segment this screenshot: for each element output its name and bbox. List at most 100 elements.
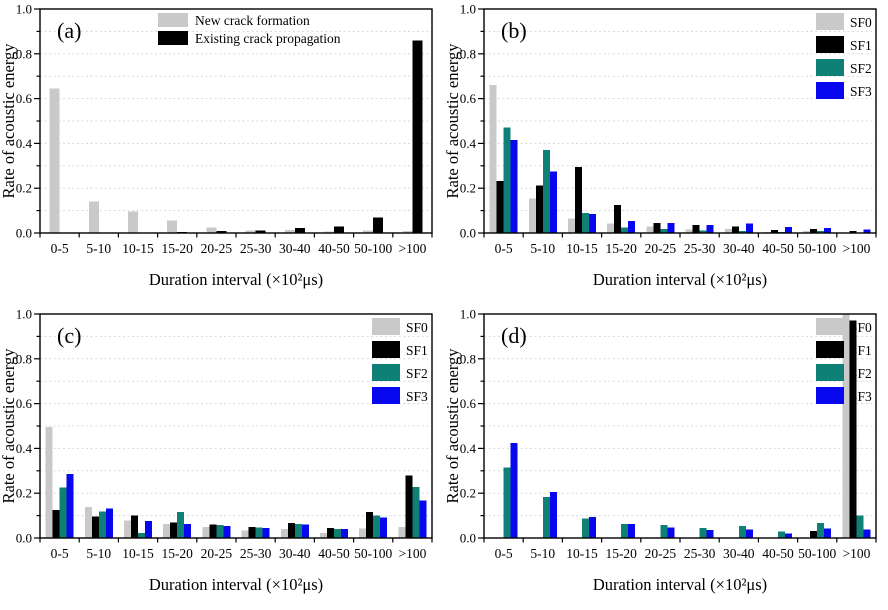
y-tick-label: 0.4	[16, 136, 33, 151]
bar-sf2	[503, 467, 511, 538]
bar-new-crack-formation	[206, 227, 217, 233]
legend-swatch-sf0	[372, 318, 400, 335]
bar-sf2	[817, 522, 825, 538]
panel-d-chart: 0.0 0.2 0.4 0.6 0.8 1.0 0-5 5-10 10-15 15-20 20-25…	[444, 307, 877, 594]
x-category-label: 5-10	[530, 546, 555, 561]
legend-label: SF0	[850, 320, 872, 335]
bar-sf2	[255, 527, 263, 538]
bar-sf3	[549, 171, 557, 233]
x-category-label: 15-20	[161, 241, 193, 256]
bar-sf2	[582, 212, 589, 233]
legend-swatch-sf1	[372, 341, 400, 358]
bar-sf3	[419, 500, 427, 538]
legend-label: SF3	[850, 389, 872, 404]
panel-b: 0.0 0.2 0.4 0.6 0.8 1.0 0-5 5-10 10-15 15-20 20-25…	[444, 0, 888, 305]
bar-sf1	[731, 226, 739, 233]
legend-swatch-new-crack-formation	[158, 13, 188, 27]
x-category-label: >100	[398, 241, 426, 256]
bar-sf0	[842, 314, 850, 538]
panel-label: (b)	[501, 18, 527, 43]
bar-sf0	[607, 223, 615, 233]
bar-sf3	[628, 523, 636, 538]
x-category-label: 30-40	[279, 546, 311, 561]
y-tick-label: 0.6	[460, 91, 477, 106]
legend-label: New crack formation	[195, 13, 310, 28]
bar-sf0	[202, 527, 210, 538]
bar-sf2	[59, 487, 67, 538]
x-category-label: 25-30	[684, 546, 716, 561]
bar-sf1	[248, 526, 256, 538]
x-axis-title: Duration interval (×10²μs)	[593, 575, 767, 594]
bar-sf3	[863, 229, 871, 233]
y-tick-label: 0.6	[16, 91, 33, 106]
legend-swatch-sf1	[816, 341, 844, 358]
bar-sf2	[334, 529, 341, 538]
bar-sf0	[489, 85, 497, 233]
bar-sf3	[785, 533, 792, 538]
legend-swatch-sf2	[816, 364, 844, 381]
bar-sf1	[405, 475, 413, 538]
y-tick-label: 1.0	[16, 2, 32, 17]
bar-sf1	[131, 515, 138, 538]
bar-sf3	[667, 222, 675, 233]
bar-existing-crack-propagation	[373, 217, 384, 233]
x-category-label: 0-5	[51, 546, 69, 561]
bar-sf0	[241, 530, 249, 538]
bar-sf2	[503, 127, 511, 233]
bar-sf2	[412, 487, 420, 538]
y-tick-label: 1.0	[460, 307, 476, 322]
bar-sf3	[667, 527, 675, 538]
x-category-label: 5-10	[86, 241, 111, 256]
bar-sf3	[863, 529, 871, 538]
bar-sf0	[84, 507, 92, 538]
x-category-label: 40-50	[762, 546, 794, 561]
panel-label: (a)	[57, 18, 81, 43]
bar-sf1	[91, 516, 99, 538]
bar-sf2	[138, 533, 145, 538]
y-tick-label: 0.4	[16, 441, 33, 456]
x-category-label: 0-5	[495, 241, 513, 256]
bar-sf3	[706, 529, 714, 538]
panel-label: (d)	[501, 323, 527, 348]
bar-sf2	[177, 512, 185, 538]
panel-b-chart: 0.0 0.2 0.4 0.6 0.8 1.0 0-5 5-10 10-15 15-20 20-25…	[444, 2, 877, 289]
bar-sf2	[582, 518, 589, 538]
y-tick-label: 0.6	[460, 396, 477, 411]
bar-existing-crack-propagation	[294, 228, 305, 233]
y-tick-label: 0.8	[460, 46, 476, 61]
panel-a-chart: 0.0 0.2 0.4 0.6 0.8 1.0 0-5 5-10 10-15 15-20 20-25…	[0, 2, 433, 289]
bar-sf2	[621, 523, 629, 538]
x-category-label: 30-40	[279, 241, 311, 256]
bar-sf2	[738, 230, 746, 233]
legend-label: SF0	[406, 320, 428, 335]
legend-swatch-existing-crack-propagation	[158, 31, 188, 45]
legend-label: SF2	[850, 366, 872, 381]
bar-sf1	[771, 230, 778, 233]
legend-swatch-sf0	[816, 318, 844, 335]
y-tick-label: 0.2	[460, 486, 476, 501]
y-tick-label: 0.4	[460, 136, 477, 151]
x-category-label: 15-20	[605, 241, 637, 256]
bar-new-crack-formation	[88, 201, 99, 233]
x-category-label: 15-20	[605, 546, 637, 561]
bar-sf2	[660, 525, 668, 538]
bar-new-crack-formation	[167, 220, 178, 233]
bar-sf1	[287, 522, 295, 538]
bar-sf0	[124, 520, 131, 538]
bar-sf1	[327, 527, 334, 538]
x-category-label: >100	[842, 546, 870, 561]
bar-existing-crack-propagation	[334, 226, 344, 233]
bar-new-crack-formation	[402, 231, 413, 233]
y-axis-title: Rate of acoustic energy	[444, 43, 462, 199]
y-tick-label: 0.0	[460, 531, 476, 546]
legend-swatch-sf1	[816, 36, 844, 53]
legend-swatch-sf2	[816, 59, 844, 76]
bar-sf1	[614, 205, 622, 233]
bar-sf1	[170, 522, 178, 538]
y-tick-label: 0.8	[16, 351, 32, 366]
y-tick-label: 0.2	[16, 486, 32, 501]
bar-sf0	[528, 198, 536, 233]
legend-swatch-sf3	[816, 387, 844, 404]
y-tick-label: 0.6	[16, 396, 33, 411]
bar-sf3	[380, 517, 388, 538]
